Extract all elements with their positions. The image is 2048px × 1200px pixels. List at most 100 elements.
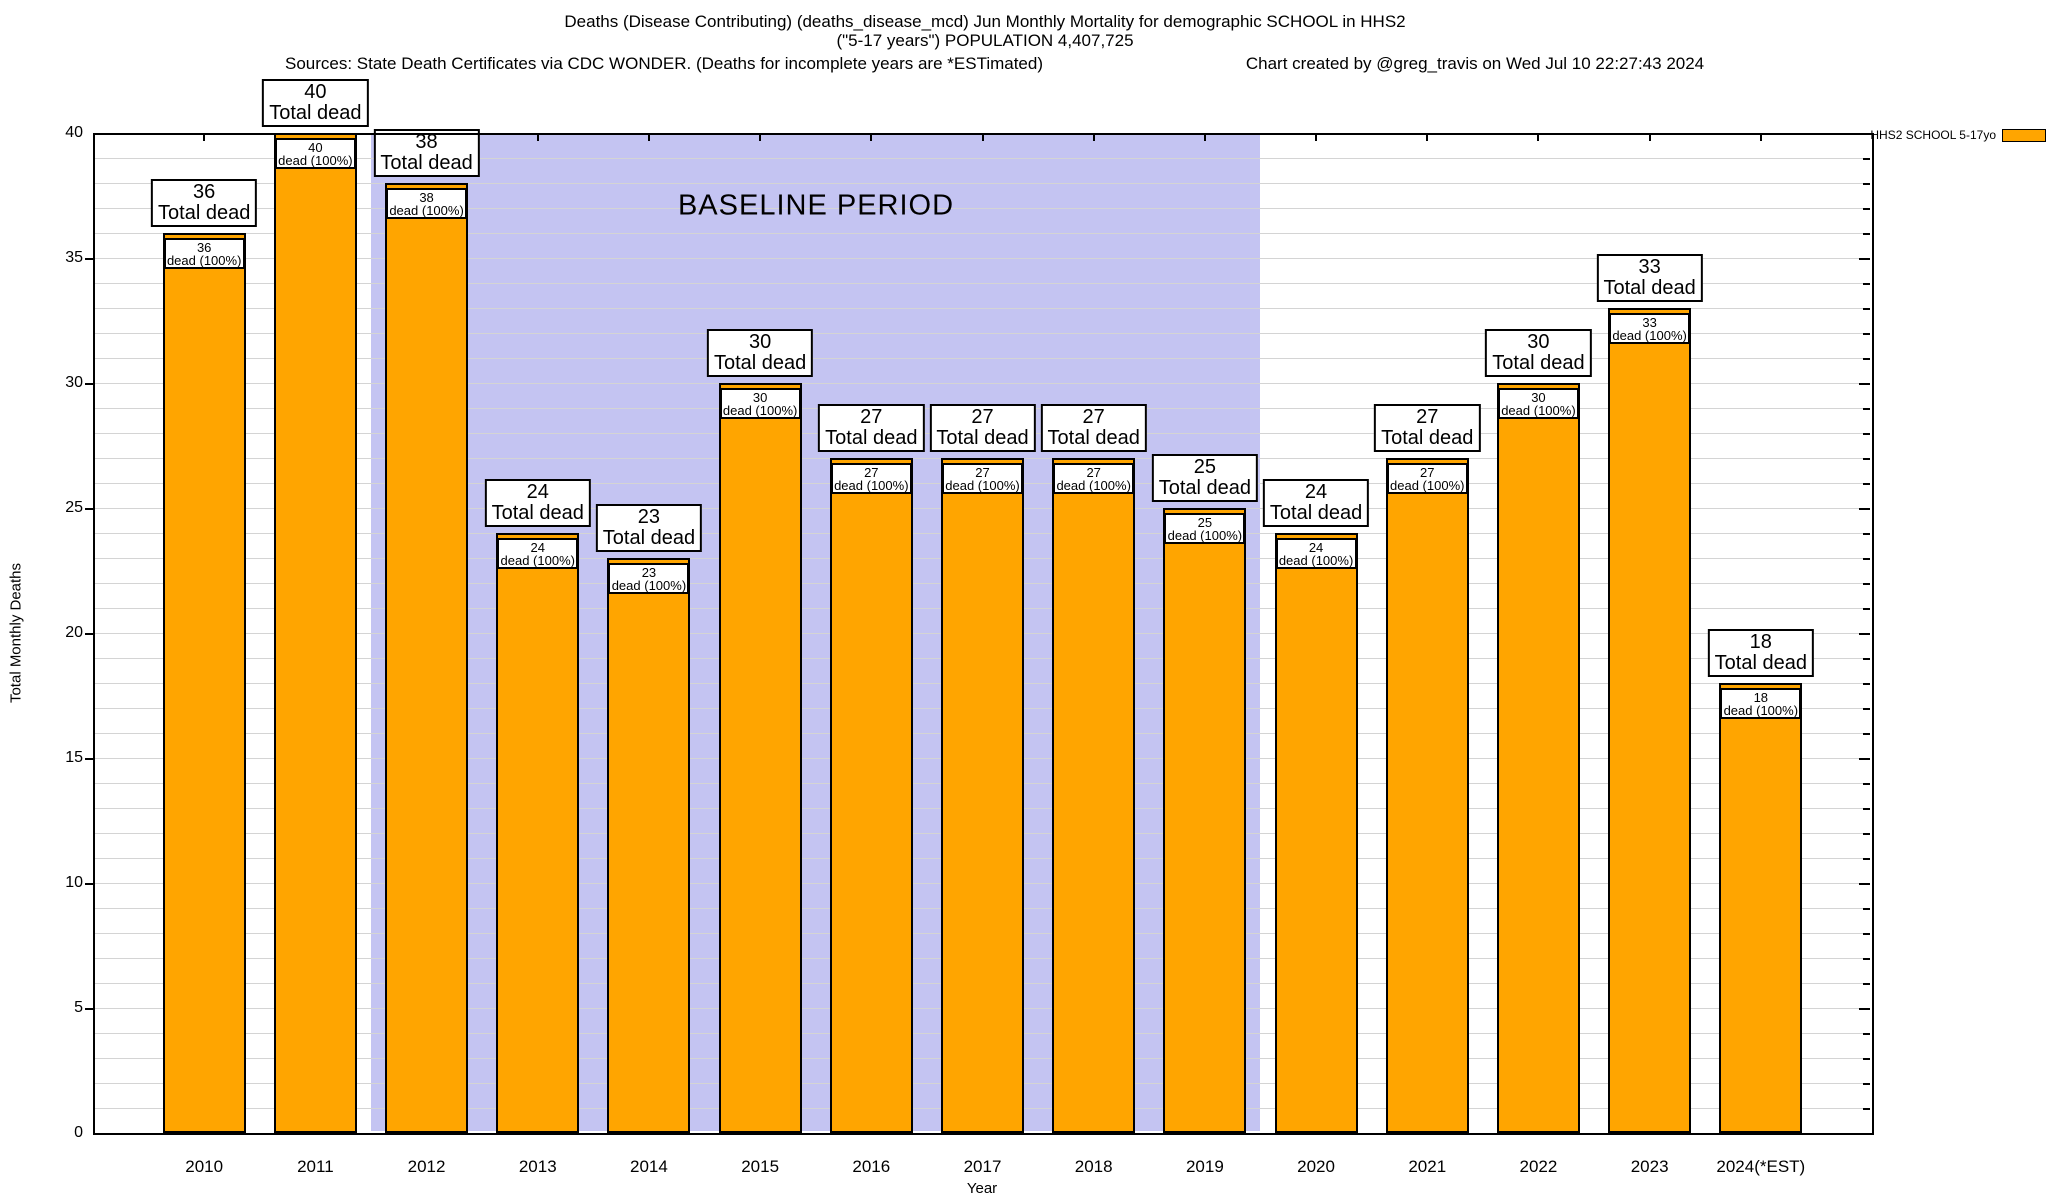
- y-tick-mark: [1863, 1108, 1870, 1110]
- y-tick-label: 0: [74, 1124, 83, 1141]
- x-tick-mark: [1315, 133, 1318, 141]
- x-tick-label: 2022: [1519, 1157, 1558, 1176]
- x-tick-mark: [1092, 133, 1095, 141]
- y-major-tick-mark: [85, 883, 93, 885]
- y-tick-mark: [1863, 208, 1870, 210]
- bar-total-label: 36 Total dead: [151, 179, 258, 227]
- y-major-tick-mark: [85, 508, 93, 510]
- y-tick-mark: [1859, 1008, 1870, 1010]
- y-tick-mark: [1863, 608, 1870, 610]
- y-tick-mark: [1863, 158, 1870, 160]
- bar: [941, 458, 1024, 1133]
- y-tick-mark: [1863, 808, 1870, 810]
- x-tick-label: 2021: [1408, 1157, 1447, 1176]
- bar: [1719, 683, 1803, 1133]
- y-tick-mark: [1863, 833, 1870, 835]
- bar-total-label: 40 Total dead: [262, 79, 369, 127]
- y-tick-mark: [1863, 283, 1870, 285]
- bar-inner-label: 27 dead (100%): [942, 463, 1023, 494]
- gridline: [95, 283, 1870, 284]
- credit-note: Chart created by @greg_travis on Wed Jul…: [1245, 54, 1705, 73]
- x-tick-label: 2010: [185, 1157, 224, 1176]
- bar-total-label: 30 Total dead: [706, 329, 814, 377]
- gridline: [95, 383, 1870, 384]
- bar-inner-label: 36 dead (100%): [163, 238, 245, 269]
- y-tick-mark: [1863, 733, 1870, 735]
- y-tick-label: 10: [65, 874, 83, 891]
- gridline: [95, 208, 1870, 209]
- y-tick-label: 25: [65, 499, 83, 516]
- bar: [496, 533, 580, 1133]
- x-tick-mark: [759, 133, 762, 141]
- y-tick-mark: [1863, 433, 1870, 435]
- bar-total-label: 27 Total dead: [818, 404, 925, 452]
- chart-title-line1: Deaths (Disease Contributing) (deaths_di…: [564, 12, 1406, 31]
- x-tick-label: 2018: [1074, 1157, 1113, 1176]
- x-tick-label: 2024(*EST): [1716, 1157, 1806, 1176]
- bar-total-label: 24 Total dead: [1262, 479, 1370, 527]
- bar-inner-label: 23 dead (100%): [608, 563, 690, 594]
- x-axis-title: Year: [966, 1180, 998, 1197]
- x-tick-label: 2012: [407, 1157, 446, 1176]
- bar: [829, 458, 913, 1133]
- legend-swatch-icon: [2002, 129, 2046, 142]
- x-tick-label: 2011: [297, 1157, 334, 1176]
- y-tick-mark: [1859, 883, 1870, 885]
- bar-inner-label: 18 dead (100%): [1720, 688, 1802, 719]
- y-tick-mark: [1863, 183, 1870, 185]
- y-axis-title: Total Monthly Deaths: [7, 562, 25, 704]
- bar-total-label: 18 Total dead: [1707, 629, 1814, 677]
- y-tick-mark: [1863, 233, 1870, 235]
- bar-total-label: 25 Total dead: [1151, 454, 1259, 502]
- bar-inner-label: 24 dead (100%): [1275, 538, 1357, 569]
- bar-inner-label: 27 dead (100%): [1386, 463, 1468, 494]
- bar-inner-label: 30 dead (100%): [719, 388, 801, 419]
- x-tick-label: 2023: [1630, 1157, 1669, 1176]
- bar-inner-label: 25 dead (100%): [1164, 513, 1246, 544]
- bar-inner-label: 24 dead (100%): [497, 538, 579, 569]
- bar: [385, 183, 469, 1133]
- x-tick-label: 2019: [1185, 1157, 1224, 1176]
- x-tick-mark: [870, 133, 873, 141]
- bar-inner-label: 33 dead (100%): [1609, 313, 1691, 344]
- y-tick-mark: [1859, 633, 1870, 635]
- x-tick-mark: [1203, 133, 1206, 141]
- y-major-tick-mark: [85, 258, 93, 260]
- bar-total-label: 38 Total dead: [373, 129, 480, 177]
- y-tick-mark: [1863, 483, 1870, 485]
- x-tick-mark: [203, 133, 206, 141]
- bar-inner-label: 27 dead (100%): [1053, 463, 1135, 494]
- baseline-period-label: BASELINE PERIOD: [677, 189, 955, 222]
- bar-total-label: 27 Total dead: [929, 404, 1036, 452]
- bar: [607, 558, 691, 1133]
- bar-inner-label: 38 dead (100%): [386, 188, 468, 219]
- gridline: [95, 358, 1870, 359]
- gridline: [95, 233, 1870, 234]
- x-tick-mark: [647, 133, 650, 141]
- x-tick-mark: [536, 133, 539, 141]
- y-major-tick-mark: [85, 633, 93, 635]
- y-tick-mark: [1863, 908, 1870, 910]
- y-tick-mark: [1863, 1033, 1870, 1035]
- bar-inner-label: 30 dead (100%): [1497, 388, 1579, 419]
- gridline: [95, 183, 1870, 184]
- y-tick-mark: [1863, 533, 1870, 535]
- gridline: [95, 308, 1870, 309]
- y-tick-mark: [1863, 333, 1870, 335]
- y-tick-label: 20: [65, 624, 83, 641]
- y-tick-mark: [1863, 583, 1870, 585]
- bar: [1163, 508, 1247, 1133]
- y-tick-mark: [1863, 1058, 1870, 1060]
- x-tick-label: 2020: [1297, 1157, 1335, 1176]
- y-tick-mark: [1859, 508, 1870, 510]
- y-tick-mark: [1863, 358, 1870, 360]
- y-tick-mark: [1863, 1083, 1870, 1085]
- bar-total-label: 27 Total dead: [1040, 404, 1147, 452]
- y-tick-label: 40: [65, 124, 83, 141]
- y-tick-label: 5: [74, 999, 83, 1016]
- y-tick-mark: [1863, 308, 1870, 310]
- x-tick-label: 2015: [741, 1157, 780, 1176]
- y-tick-mark: [1863, 708, 1870, 710]
- y-tick-mark: [1863, 933, 1870, 935]
